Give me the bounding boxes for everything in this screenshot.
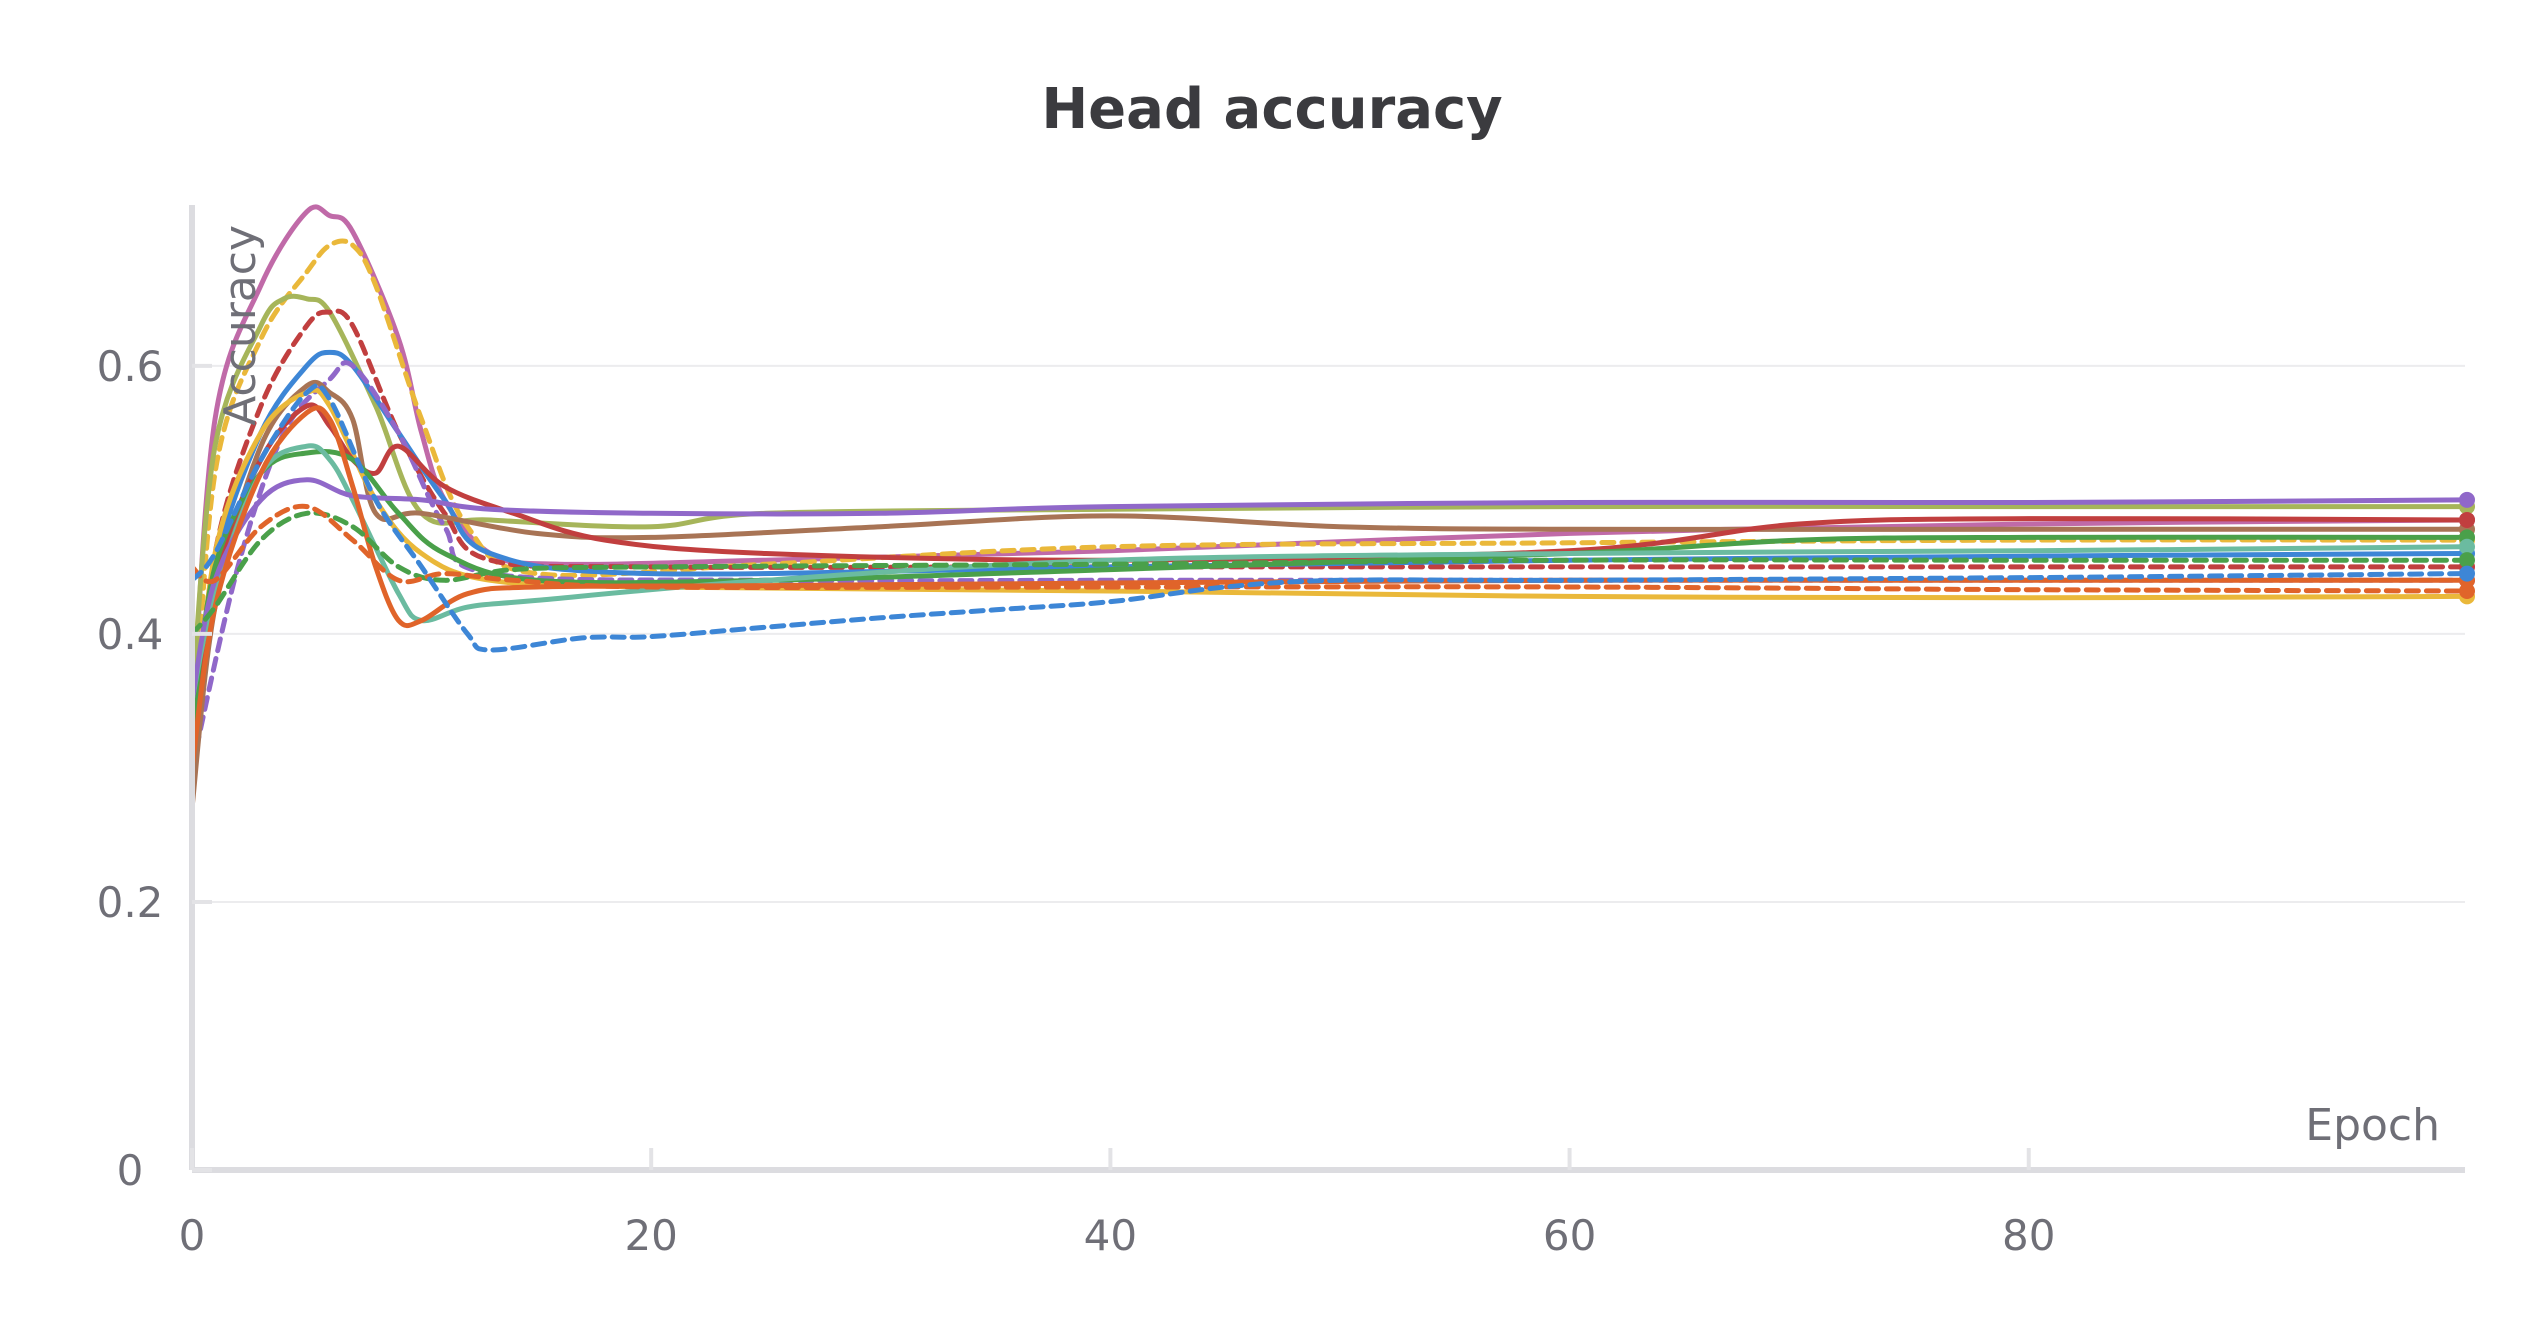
x-axis-label: Epoch <box>2305 1100 2440 1151</box>
x-tick-label: 0 <box>179 1211 206 1260</box>
y-tick-label: 0 <box>117 1146 144 1195</box>
x-tick-label: 20 <box>624 1211 677 1260</box>
y-tick-label: 0.4 <box>97 610 164 659</box>
ticks: 0 0.2 0.4 0.6 0 20 40 60 80 <box>97 342 2056 1260</box>
series-end-point-15 <box>2459 583 2475 599</box>
series-line-16 <box>189 383 2468 653</box>
series-line-14 <box>189 510 2468 637</box>
series-end-point-14 <box>2459 552 2475 569</box>
x-tick-label: 40 <box>1084 1211 1137 1260</box>
series-end-point-11 <box>2459 538 2475 555</box>
x-tick-label: 60 <box>1543 1211 1596 1260</box>
series-line-1 <box>189 204 2468 731</box>
y-tick-label: 0.2 <box>97 878 164 927</box>
series-end-point-9 <box>2459 511 2475 528</box>
axes <box>189 205 2465 1173</box>
series-line-9 <box>189 402 2468 757</box>
series-end-point-12 <box>2459 491 2475 508</box>
series-line-15 <box>189 503 2468 594</box>
y-axis-label: Accuracy <box>215 225 266 426</box>
series-line-11 <box>189 443 2468 704</box>
series-layer <box>189 204 2468 811</box>
x-tick-label: 80 <box>2002 1211 2055 1260</box>
series-line-3 <box>189 293 2468 704</box>
chart-title: Head accuracy <box>1041 77 1502 142</box>
series-line-4 <box>189 308 2468 771</box>
y-tick-label: 0.6 <box>97 342 164 391</box>
series-line-12 <box>189 477 2468 704</box>
series-end-point-16 <box>2459 565 2475 582</box>
grid <box>192 364 2465 903</box>
series-line-5 <box>189 349 2468 744</box>
end-markers <box>2459 491 2475 605</box>
